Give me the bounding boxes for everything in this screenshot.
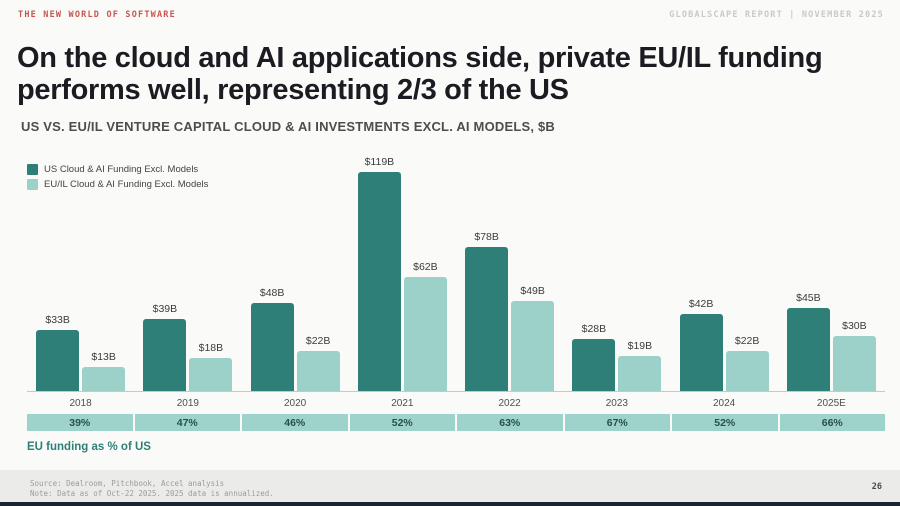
x-axis-labels: 2018 2019 2020 2021 2022 2023 2024 2025E — [27, 392, 885, 414]
us-bar — [465, 247, 509, 391]
bar-value-label: $18B — [198, 342, 224, 354]
eu-bar — [511, 301, 555, 391]
eu-percent-cell: 63% — [457, 414, 563, 431]
eu-bar — [403, 277, 447, 391]
bar-chart: $33B $13B $39B $18B $48B $22B $119B $62B $78B $49… — [27, 150, 885, 453]
bar-group: $119B $62B — [349, 150, 456, 391]
x-axis-tick-label: 2022 — [498, 398, 521, 409]
eu-bar — [725, 351, 769, 391]
bar-value-label: $19B — [627, 340, 653, 352]
bar-column: $119B — [357, 150, 401, 391]
bar-value-label: $119B — [364, 156, 395, 168]
bottom-accent-bar — [0, 502, 900, 506]
x-axis-tick-label: 2019 — [176, 398, 199, 409]
bar-group: $39B $18B — [134, 150, 241, 391]
us-bar — [786, 308, 830, 391]
eu-percent-cell: 46% — [242, 414, 348, 431]
bar-column: $48B — [250, 150, 294, 391]
bar-column: $30B — [832, 150, 876, 391]
eu-bar — [189, 358, 233, 391]
source-line: Source: Dealroom, Pitchbook, Accel analy… — [30, 479, 225, 488]
eu-bar — [82, 367, 126, 391]
x-axis-tick-label: 2024 — [713, 398, 736, 409]
eu-percent-cell: 52% — [349, 414, 455, 431]
eu-bar — [296, 351, 340, 391]
us-bar — [143, 319, 187, 391]
eu-percent-cell: 47% — [134, 414, 240, 431]
note-line: Note: Data as of Oct-22 2025. 2025 data … — [30, 489, 274, 498]
chart-plot-area: $33B $13B $39B $18B $48B $22B $119B $62B $78B $49… — [27, 150, 885, 392]
bar-value-label: $45B — [796, 292, 821, 304]
chart-title: US VS. EU/IL VENTURE CAPITAL CLOUD & AI … — [21, 119, 556, 134]
footer-band: Source: Dealroom, Pitchbook, Accel analy… — [0, 470, 900, 502]
eu-bar — [618, 356, 662, 391]
bar-column: $33B — [36, 150, 80, 391]
bar-column: $49B — [511, 150, 555, 391]
bar-column: $78B — [465, 150, 509, 391]
x-axis-tick-label: 2023 — [605, 398, 628, 409]
bar-column: $28B — [572, 150, 616, 391]
bar-column: $45B — [786, 150, 830, 391]
bar-value-label: $62B — [413, 261, 438, 273]
report-label: GLOBALSCAPE REPORT | NOVEMBER 2025 — [669, 10, 884, 20]
eu-percent-cell: 66% — [779, 414, 885, 431]
bar-value-label: $48B — [259, 287, 285, 299]
us-bar — [250, 303, 294, 391]
bar-column: $22B — [296, 150, 340, 391]
bar-column: $39B — [143, 150, 187, 391]
chart-legend: US Cloud & AI Funding Excl. Models EU/IL… — [27, 164, 208, 190]
us-series-swatch — [27, 164, 38, 175]
bar-column: $22B — [725, 150, 769, 391]
bar-value-label: $42B — [688, 298, 714, 310]
bar-group: $78B $49B — [456, 150, 563, 391]
x-axis-tick-label: 2020 — [284, 398, 307, 409]
bar-column: $13B — [82, 150, 126, 391]
bar-group: $33B $13B — [27, 150, 134, 391]
bar-column: $18B — [189, 150, 233, 391]
bar-value-label: $49B — [520, 285, 545, 297]
bar-group: $42B $22B — [671, 150, 778, 391]
eu-percent-cell: 39% — [27, 414, 133, 431]
bar-value-label: $28B — [581, 323, 607, 335]
us-bar — [357, 172, 401, 391]
bar-column: $42B — [679, 150, 723, 391]
page-title: On the cloud and AI applications side, p… — [17, 42, 823, 107]
eu-percent-row: 39% 47% 46% 52% 63% 67% 52% 66% — [27, 414, 885, 431]
bar-group: $48B $22B — [242, 150, 349, 391]
us-bar — [572, 339, 616, 391]
legend-label-eu: EU/IL Cloud & AI Funding Excl. Models — [44, 179, 209, 190]
legend-item-eu: EU/IL Cloud & AI Funding Excl. Models — [27, 179, 208, 190]
legend-label-us: US Cloud & AI Funding Excl. Models — [44, 164, 199, 175]
legend-item-us: US Cloud & AI Funding Excl. Models — [27, 164, 208, 175]
bar-value-label: $13B — [91, 351, 116, 363]
eu-percent-cell: 67% — [564, 414, 670, 431]
eyebrow-label: THE NEW WORLD OF SOFTWARE — [18, 10, 176, 20]
bar-value-label: $22B — [734, 335, 760, 347]
source-note: Source: Dealroom, Pitchbook, Accel analy… — [30, 479, 274, 499]
x-axis-tick-label: 2018 — [69, 398, 92, 409]
x-axis-tick-label: 2025E — [816, 398, 846, 409]
bar-group: $28B $19B — [563, 150, 670, 391]
us-bar — [679, 314, 723, 391]
bar-value-label: $78B — [474, 231, 499, 243]
percent-row-caption: EU funding as % of US — [27, 441, 151, 453]
bar-value-label: $33B — [45, 314, 70, 326]
bar-value-label: $39B — [152, 303, 178, 315]
bar-column: $19B — [618, 150, 662, 391]
page-number: 26 — [871, 482, 882, 492]
x-axis-tick-label: 2021 — [391, 398, 414, 409]
bar-column: $62B — [403, 150, 447, 391]
bar-value-label: $22B — [305, 335, 331, 347]
bar-value-label: $30B — [842, 320, 867, 332]
eu-bar — [832, 336, 876, 391]
us-bar — [36, 330, 80, 391]
eu-series-swatch — [27, 179, 38, 190]
bar-group: $45B $30B — [778, 150, 885, 391]
eu-percent-cell: 52% — [672, 414, 778, 431]
